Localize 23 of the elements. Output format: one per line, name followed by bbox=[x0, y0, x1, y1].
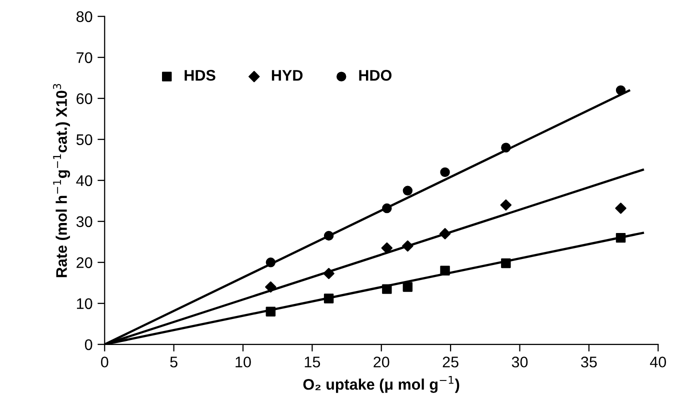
y-tick-label: 50 bbox=[76, 134, 92, 146]
x-tick-label: 15 bbox=[304, 356, 320, 368]
y-tick-label: 60 bbox=[76, 93, 92, 104]
legend-label: HDO bbox=[359, 70, 392, 81]
y-tick-label: 70 bbox=[76, 52, 92, 64]
x-axis-title: O₂ uptake (μ mol g$^{−1}$) bbox=[303, 376, 460, 393]
x-tick-label: 20 bbox=[374, 356, 390, 368]
y-tick-label: 10 bbox=[76, 298, 92, 310]
x-tick-label: 30 bbox=[512, 356, 528, 368]
x-tick-label: 5 bbox=[170, 356, 178, 368]
y-axis-title: Rate (mol h$^{−1}$g$^{−1}$cat.) X10$^{3}$ bbox=[53, 84, 70, 278]
legend-label: HYD bbox=[272, 70, 303, 81]
y-tick-label: 30 bbox=[76, 216, 92, 228]
x-tick-label: 10 bbox=[236, 356, 251, 368]
x-tick-label: 25 bbox=[442, 356, 458, 368]
y-tick-label: 20 bbox=[76, 257, 92, 268]
y-tick-label: 80 bbox=[76, 11, 92, 22]
x-tick-label: 35 bbox=[581, 356, 597, 368]
y-tick-label: 40 bbox=[76, 175, 92, 186]
legend-label: HDS bbox=[184, 70, 216, 81]
y-tick-label: 0 bbox=[84, 339, 92, 350]
x-tick-label: 0 bbox=[100, 356, 108, 368]
x-tick-label: 40 bbox=[650, 356, 666, 368]
